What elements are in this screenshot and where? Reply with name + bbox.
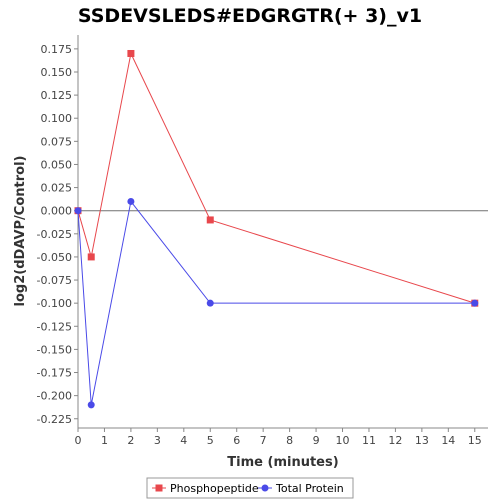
data-point-circle [87, 401, 95, 409]
legend-label: Total Protein [275, 482, 344, 495]
y-tick-label: -0.125 [37, 320, 72, 333]
chart-title: SSDEVSLEDS#EDGRGTR(+ 3)_v1 [78, 5, 422, 27]
legend-marker-square [155, 484, 163, 492]
y-tick-label: -0.200 [37, 390, 72, 403]
x-tick-label: 4 [180, 434, 187, 447]
x-tick-label: 2 [127, 434, 134, 447]
legend-items: Phosphopeptide Total Protein [152, 482, 344, 495]
y-tick-label: 0.000 [41, 205, 73, 218]
x-tick-label: 6 [233, 434, 240, 447]
legend-marker-circle [261, 484, 269, 492]
x-tick-label: 8 [286, 434, 293, 447]
y-tick-label: 0.025 [41, 182, 73, 195]
data-point-circle [471, 299, 479, 307]
x-tick-label: 7 [260, 434, 267, 447]
y-tick-label: 0.100 [41, 112, 73, 125]
y-axis-label: log2(dDAVP/Control) [13, 156, 28, 307]
x-tick-label: 3 [154, 434, 161, 447]
plot-area [78, 35, 488, 428]
axes [77, 35, 488, 429]
x-tick-label: 13 [415, 434, 429, 447]
y-tick-label: -0.175 [37, 367, 72, 380]
x-tick-label: 9 [313, 434, 320, 447]
x-tick-label: 15 [468, 434, 482, 447]
data-point-square [87, 253, 95, 261]
x-tick-label: 11 [362, 434, 376, 447]
y-tick-label: 0.075 [41, 135, 73, 148]
data-point-circle [206, 299, 214, 307]
x-tick-label: 14 [441, 434, 455, 447]
y-tick-label: -0.075 [37, 274, 72, 287]
y-tick-label: 0.150 [41, 66, 73, 79]
legend-box [146, 477, 354, 499]
series-total-protein [74, 197, 479, 409]
y-tick-label: -0.100 [37, 297, 72, 310]
y-tick-label: 0.050 [41, 158, 73, 171]
x-axis-label: Time (minutes) [227, 455, 338, 470]
data-point-square [206, 216, 214, 224]
data-point-circle [74, 207, 82, 215]
y-tick-label: -0.050 [37, 251, 72, 264]
y-tick-label: 0.125 [41, 89, 73, 102]
data-point-circle [127, 197, 135, 205]
legend: Phosphopeptide Total Protein [146, 477, 354, 499]
y-tick-label: 0.175 [41, 43, 73, 56]
legend-label: Phosphopeptide [170, 482, 259, 495]
data-point-square [127, 49, 135, 57]
x-tick-label: 1 [101, 434, 108, 447]
y-axis-ticks: 0.175 0.150 0.125 0.100 0.075 0.050 0.025 0.000… [37, 43, 78, 426]
x-tick-label: 10 [336, 434, 350, 447]
series-layer [74, 49, 479, 409]
y-tick-label: -0.025 [37, 228, 72, 241]
x-tick-label: 0 [75, 434, 82, 447]
x-tick-label: 5 [207, 434, 214, 447]
x-axis-ticks: 0 1 2 3 4 5 6 7 8 9 10 11 12 13 14 15 [75, 428, 482, 447]
y-tick-label: -0.225 [37, 413, 72, 426]
x-tick-label: 12 [388, 434, 402, 447]
y-tick-label: -0.150 [37, 343, 72, 356]
